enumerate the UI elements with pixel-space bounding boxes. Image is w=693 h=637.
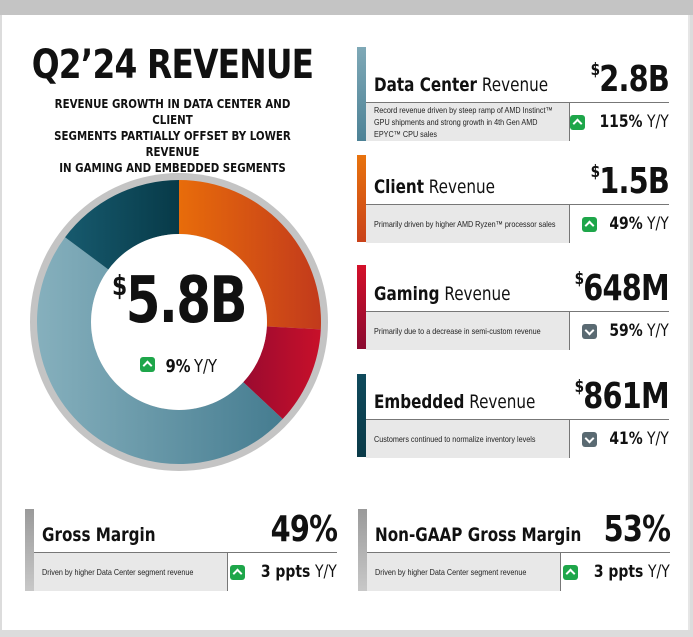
- segment-value: $861M: [574, 376, 670, 417]
- segment-label: Client Revenue: [374, 176, 496, 198]
- segment-value: $648M: [574, 268, 670, 309]
- margin-description: Driven by higher Data Center segment rev…: [367, 553, 561, 591]
- segment-value: $2.8B: [590, 59, 670, 100]
- yoy-suffix: Y/Y: [194, 356, 218, 377]
- total-yoy-change: 9% Y/Y: [27, 356, 331, 377]
- segment-description: Record revenue driven by steep ramp of A…: [366, 103, 570, 141]
- page-title: Q2’24 REVENUE: [31, 42, 314, 88]
- segment-label: Data Center Revenue: [374, 74, 549, 96]
- margin-description: Driven by higher Data Center segment rev…: [34, 553, 228, 591]
- segment-label: Embedded Revenue: [374, 391, 536, 413]
- margin-yoy: 3 ppts Y/Y: [561, 553, 670, 591]
- arrow-down-icon: [581, 431, 597, 447]
- segment-description: Customers continued to normalize invento…: [366, 420, 570, 458]
- accent-bar: [357, 47, 366, 141]
- yoy-percent: 9%: [165, 356, 191, 377]
- accent-bar: [357, 374, 366, 457]
- gaming-card: Gaming Revenue $648M Primarily due to a …: [357, 265, 670, 350]
- arrow-down-icon: [581, 323, 597, 339]
- margin-label: Non-GAAP Gross Margin: [375, 524, 582, 546]
- donut-slice-data-center: [37, 237, 283, 464]
- donut-slice-embedded: [65, 180, 179, 270]
- total-revenue-amount: 5.8B: [125, 264, 248, 338]
- segment-yoy: 115% Y/Y: [570, 103, 669, 141]
- subtitle-line: IN GAMING AND EMBEDDED SEGMENTS: [59, 160, 286, 175]
- margin-value: 49%: [270, 509, 337, 550]
- accent-bar: [358, 509, 367, 591]
- donut-slice-gaming: [243, 326, 321, 420]
- arrow-up-icon: [230, 564, 246, 580]
- revenue-donut-chart: $5.8B 9% Y/Y: [27, 170, 331, 474]
- page-subtitle: REVENUE GROWTH IN DATA CENTER AND CLIENT…: [47, 96, 297, 176]
- accent-bar: [25, 509, 34, 591]
- segment-description: Primarily driven by higher AMD Ryzen™ pr…: [366, 205, 570, 243]
- arrow-up-icon: [570, 114, 585, 130]
- arrow-up-icon: [139, 357, 155, 372]
- client-card: Client Revenue $1.5B Primarily driven by…: [357, 155, 670, 243]
- accent-bar: [357, 155, 366, 242]
- segment-yoy: 41% Y/Y: [570, 420, 669, 458]
- segment-description: Primarily due to a decrease in semi-cust…: [366, 312, 570, 350]
- top-bar: [0, 0, 693, 15]
- currency-symbol: $: [112, 269, 127, 302]
- segment-label: Gaming Revenue: [374, 283, 511, 305]
- margin-label: Gross Margin: [42, 524, 156, 546]
- non-gaap-gross-margin-card: Non-GAAP Gross Margin 53% Driven by high…: [358, 509, 671, 591]
- segment-yoy: 49% Y/Y: [570, 205, 669, 243]
- donut-hole: [91, 234, 267, 410]
- donut-svg: [30, 173, 328, 471]
- segment-yoy: 59% Y/Y: [570, 312, 669, 350]
- donut-slice-client: [179, 180, 321, 330]
- total-revenue-value: $5.8B: [60, 266, 297, 336]
- margin-yoy: 3 ppts Y/Y: [228, 553, 337, 591]
- accent-bar: [357, 265, 366, 349]
- arrow-up-icon: [581, 216, 597, 232]
- subtitle-line: SEGMENTS PARTIALLY OFFSET BY LOWER REVEN…: [54, 128, 291, 159]
- subtitle-line: REVENUE GROWTH IN DATA CENTER AND CLIENT: [54, 96, 291, 127]
- gross-margin-card: Gross Margin 49% Driven by higher Data C…: [25, 509, 338, 591]
- segment-value: $1.5B: [590, 161, 670, 202]
- embedded-card: Embedded Revenue $861M Customers continu…: [357, 374, 670, 458]
- margin-value: 53%: [603, 509, 670, 550]
- arrow-up-icon: [563, 564, 579, 580]
- data-center-card: Data Center Revenue $2.8B Record revenue…: [357, 47, 670, 141]
